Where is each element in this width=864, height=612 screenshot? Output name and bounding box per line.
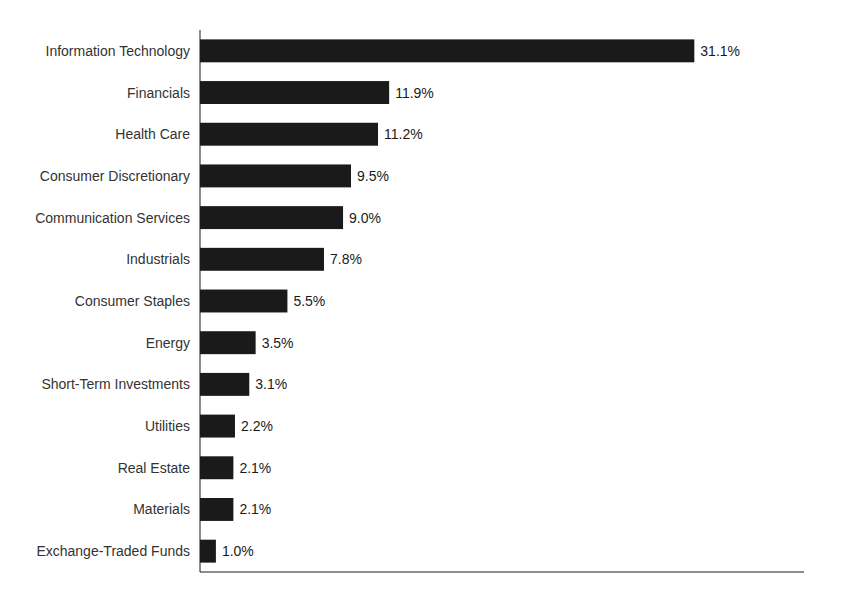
bar: [200, 248, 324, 271]
bar: [200, 415, 235, 438]
bar: [200, 39, 694, 62]
category-label: Energy: [146, 335, 190, 351]
category-label: Consumer Staples: [75, 293, 190, 309]
data-label: 11.9%: [395, 85, 434, 101]
data-label: 2.2%: [241, 418, 273, 434]
category-label: Consumer Discretionary: [40, 168, 190, 184]
x-axis-line: [200, 572, 804, 573]
bar: [200, 498, 233, 521]
data-label: 11.2%: [384, 126, 423, 142]
category-label: Exchange-Traded Funds: [36, 543, 190, 559]
category-label: Materials: [133, 501, 190, 517]
page: {"chart_data": {"type": "bar", "orientat…: [0, 0, 864, 612]
y-axis-line: [200, 30, 201, 572]
data-label: 2.1%: [239, 460, 271, 476]
data-label: 1.0%: [222, 543, 254, 559]
data-label: 9.0%: [349, 210, 381, 226]
data-label: 7.8%: [330, 251, 362, 267]
category-label: Health Care: [115, 126, 190, 142]
category-label: Information Technology: [46, 43, 191, 59]
category-label: Communication Services: [35, 210, 190, 226]
data-label: 5.5%: [293, 293, 325, 309]
bar: [200, 456, 233, 479]
category-label: Real Estate: [118, 460, 191, 476]
data-label: 31.1%: [700, 43, 740, 59]
bar: [200, 81, 389, 104]
category-label: Industrials: [126, 251, 190, 267]
data-label: 3.5%: [262, 335, 294, 351]
bar: [200, 290, 287, 313]
bar: [200, 540, 216, 563]
bar: [200, 373, 249, 396]
category-label: Short-Term Investments: [41, 376, 190, 392]
category-tick-labels: Exchange-Traded Funds Materials Real Estat…: [35, 43, 190, 559]
category-label: Financials: [127, 85, 190, 101]
bar: [200, 164, 351, 187]
data-label: 3.1%: [255, 376, 287, 392]
data-labels: 1.0% 2.1% 2.1% 2.2% 3.1% 3.5% 5.5% 7.8% 9.0% 9.5%…: [222, 43, 740, 559]
chart: 1.0% 2.1% 2.1% 2.2% 3.1% 3.5% 5.5% 7.8% 9.0% 9.5%…: [0, 0, 864, 612]
bar: [200, 331, 256, 354]
bar: [200, 123, 378, 146]
bar: [200, 206, 343, 229]
data-label: 2.1%: [239, 501, 271, 517]
chart-container: 1.0% 2.1% 2.1% 2.2% 3.1% 3.5% 5.5% 7.8% 9.0% 9.5%…: [0, 0, 864, 612]
data-label: 9.5%: [357, 168, 389, 184]
category-label: Utilities: [145, 418, 190, 434]
bars: [200, 39, 694, 562]
